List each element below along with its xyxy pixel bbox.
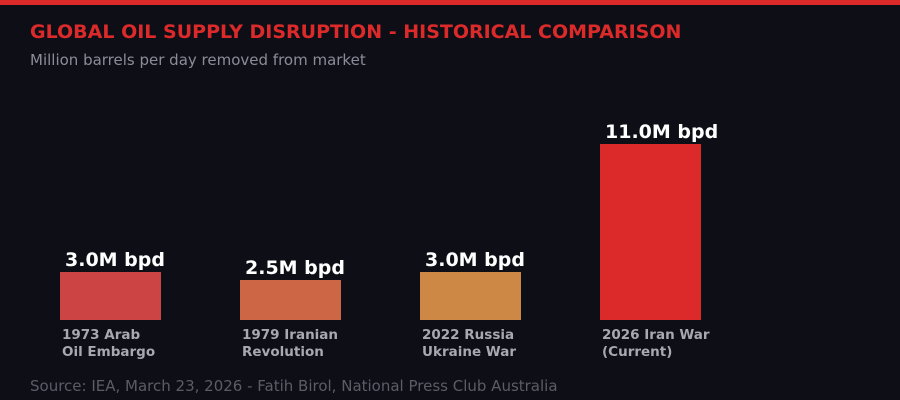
category-label: 2026 Iran War xyxy=(602,327,710,343)
category-label: 2022 Russia xyxy=(422,327,514,343)
category-label: Oil Embargo xyxy=(62,344,155,360)
top-accent-bar xyxy=(0,0,900,5)
chart-subtitle: Million barrels per day removed from mar… xyxy=(30,51,366,69)
bar xyxy=(60,272,161,320)
bar xyxy=(600,144,701,320)
category-label: Revolution xyxy=(242,344,324,360)
bar xyxy=(420,272,521,320)
data-label: 2.5M bpd xyxy=(245,257,345,279)
chart-title: GLOBAL OIL SUPPLY DISRUPTION - HISTORICA… xyxy=(30,21,682,43)
source-note: Source: IEA, March 23, 2026 - Fatih Biro… xyxy=(30,377,558,395)
category-label: Ukraine War xyxy=(422,344,516,360)
data-label: 3.0M bpd xyxy=(65,249,165,271)
data-label: 11.0M bpd xyxy=(605,121,718,143)
category-label: 1973 Arab xyxy=(62,327,140,343)
category-label: 1979 Iranian xyxy=(242,327,338,343)
data-label: 3.0M bpd xyxy=(425,249,525,271)
bar xyxy=(240,280,341,320)
category-label: (Current) xyxy=(602,344,672,360)
